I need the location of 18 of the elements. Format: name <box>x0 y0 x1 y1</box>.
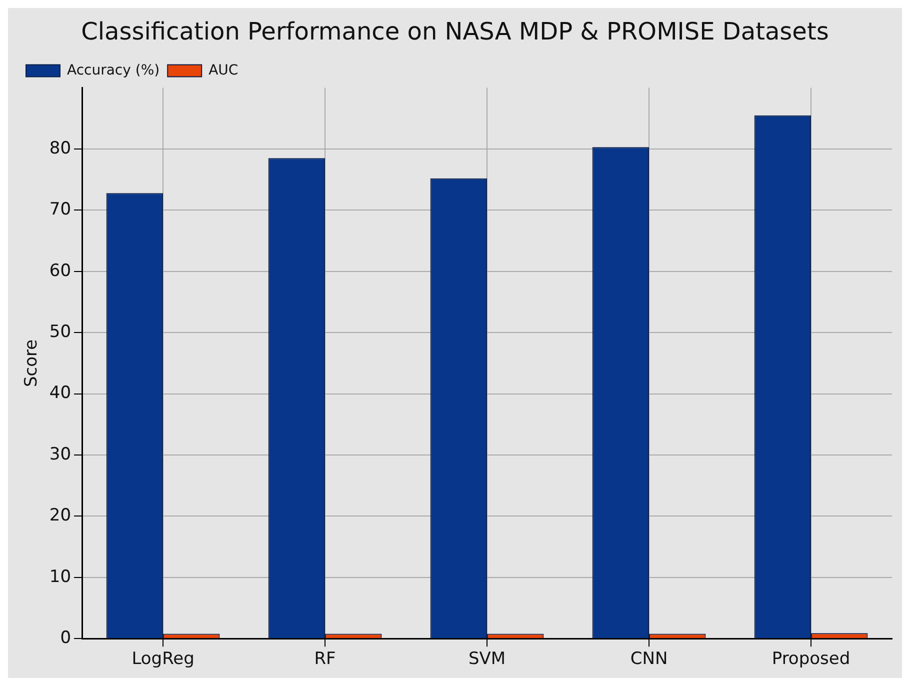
y-tick-label: 50 <box>49 322 72 342</box>
x-tick-label: LogReg <box>132 649 194 670</box>
y-tick-label: 20 <box>49 506 72 526</box>
x-tick-label: SVM <box>468 649 506 670</box>
y-tick-label: 80 <box>49 138 72 158</box>
y-tick-label: 70 <box>49 200 72 220</box>
y-axis-title: Score <box>22 339 42 388</box>
y-tick-label: 40 <box>49 383 72 404</box>
y-tick-label: 60 <box>49 260 72 281</box>
legend-label: AUC <box>208 62 238 78</box>
x-tick-label: CNN <box>630 649 668 670</box>
chart-title: Classification Performance on NASA MDP & PROMISE Datasets <box>81 18 829 46</box>
y-tick-label: 0 <box>60 628 72 648</box>
y-tick-label: 30 <box>49 444 72 464</box>
x-tick-label: RF <box>314 649 336 670</box>
legend-label: Accuracy (%) <box>67 62 160 78</box>
y-tick-label: 10 <box>49 566 72 587</box>
x-tick-label: Proposed <box>772 649 850 670</box>
